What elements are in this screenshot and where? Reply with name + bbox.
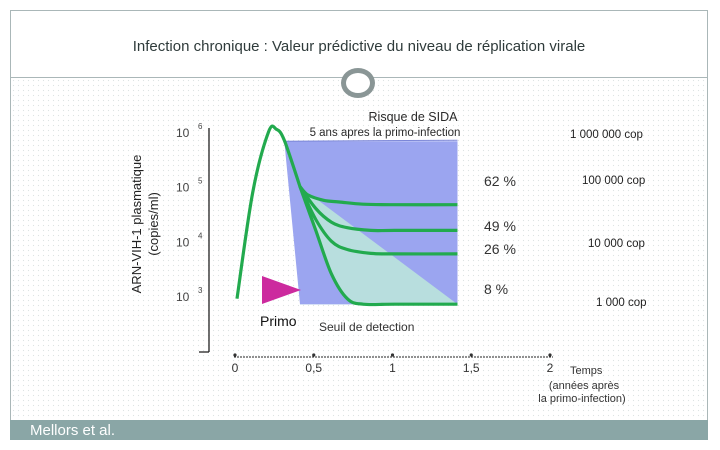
y-axis-label-line1: ARN-VIH-1 plasmatique: [129, 155, 144, 294]
y-tick-exponent: 4: [198, 231, 203, 240]
x-tick-mark: [233, 353, 237, 357]
decay-curve-2: [298, 185, 458, 233]
peak-curve: [235, 124, 302, 299]
x-ticks: 0 0,5 1 1,5 2: [232, 353, 554, 375]
y-tick-base: 10: [176, 126, 190, 140]
footer-bar: Mellors et al.: [10, 420, 708, 440]
decay-curve-3: [298, 186, 458, 256]
copies-label: 1 000 000 cop: [570, 129, 643, 141]
x-tick-mark: [548, 353, 552, 357]
decay-curve-4: [298, 186, 458, 307]
y-axis-label-line2: (copies/ml): [146, 192, 161, 256]
x-tick-label: 2: [547, 361, 554, 375]
copies-label: 1 000 cop: [596, 297, 647, 309]
area-layer: [282, 139, 458, 305]
curve-layer: [235, 124, 458, 307]
risk-label: 49 %: [484, 218, 516, 234]
primo-label: Primo: [260, 313, 297, 329]
right-copy-labels: 1 000 000 cop 100 000 cop 10 000 cop 1 000 …: [570, 129, 647, 309]
y-tick-exponent: 3: [198, 286, 203, 295]
primo-marker-triangle: [262, 276, 301, 304]
x-axis-label-line1: Temps: [570, 365, 603, 377]
risk-title-line1: Risque de SIDA: [369, 110, 459, 124]
risk-label: 62 %: [484, 173, 516, 189]
ring-decoration: [341, 68, 375, 98]
risk-label: 26 %: [484, 241, 516, 257]
x-axis-label-line3: la primo-infection): [538, 393, 625, 405]
risk-labels: 62 % 49 % 26 % 8 %: [484, 173, 516, 297]
y-tick-base: 10: [176, 235, 190, 249]
x-tick-mark: [312, 353, 316, 357]
x-tick-mark: [469, 353, 473, 357]
copies-label: 100 000 cop: [582, 175, 645, 187]
y-tick-base: 10: [176, 181, 190, 195]
footer-credit: Mellors et al.: [30, 422, 116, 439]
title-box: Infection chronique : Valeur prédictive …: [10, 10, 708, 78]
x-axis-label-line2: (années après: [549, 380, 620, 392]
copies-label: 10 000 cop: [588, 238, 645, 250]
detection-threshold-label: Seuil de detection: [319, 320, 414, 334]
slide-title: Infection chronique : Valeur prédictive …: [132, 38, 586, 55]
area-top-edge: [284, 139, 458, 142]
risk-title-line2: 5 ans apres la primo-infection: [310, 127, 461, 139]
area-band-bottom: [300, 186, 458, 305]
x-tick-label: 1,5: [463, 361, 480, 375]
y-tick-exponent: 5: [198, 177, 203, 186]
x-tick-label: 0: [232, 361, 239, 375]
y-ticks: 10 3 10 4 10 5 10 6: [176, 122, 203, 304]
decay-curve-1: [298, 185, 458, 207]
y-tick-exponent: 6: [198, 122, 203, 131]
y-tick-base: 10: [176, 290, 190, 304]
x-tick-label: 1: [389, 361, 396, 375]
x-tick-mark: [390, 353, 395, 357]
risk-label: 8 %: [484, 281, 508, 297]
x-tick-label: 0,5: [305, 361, 322, 375]
